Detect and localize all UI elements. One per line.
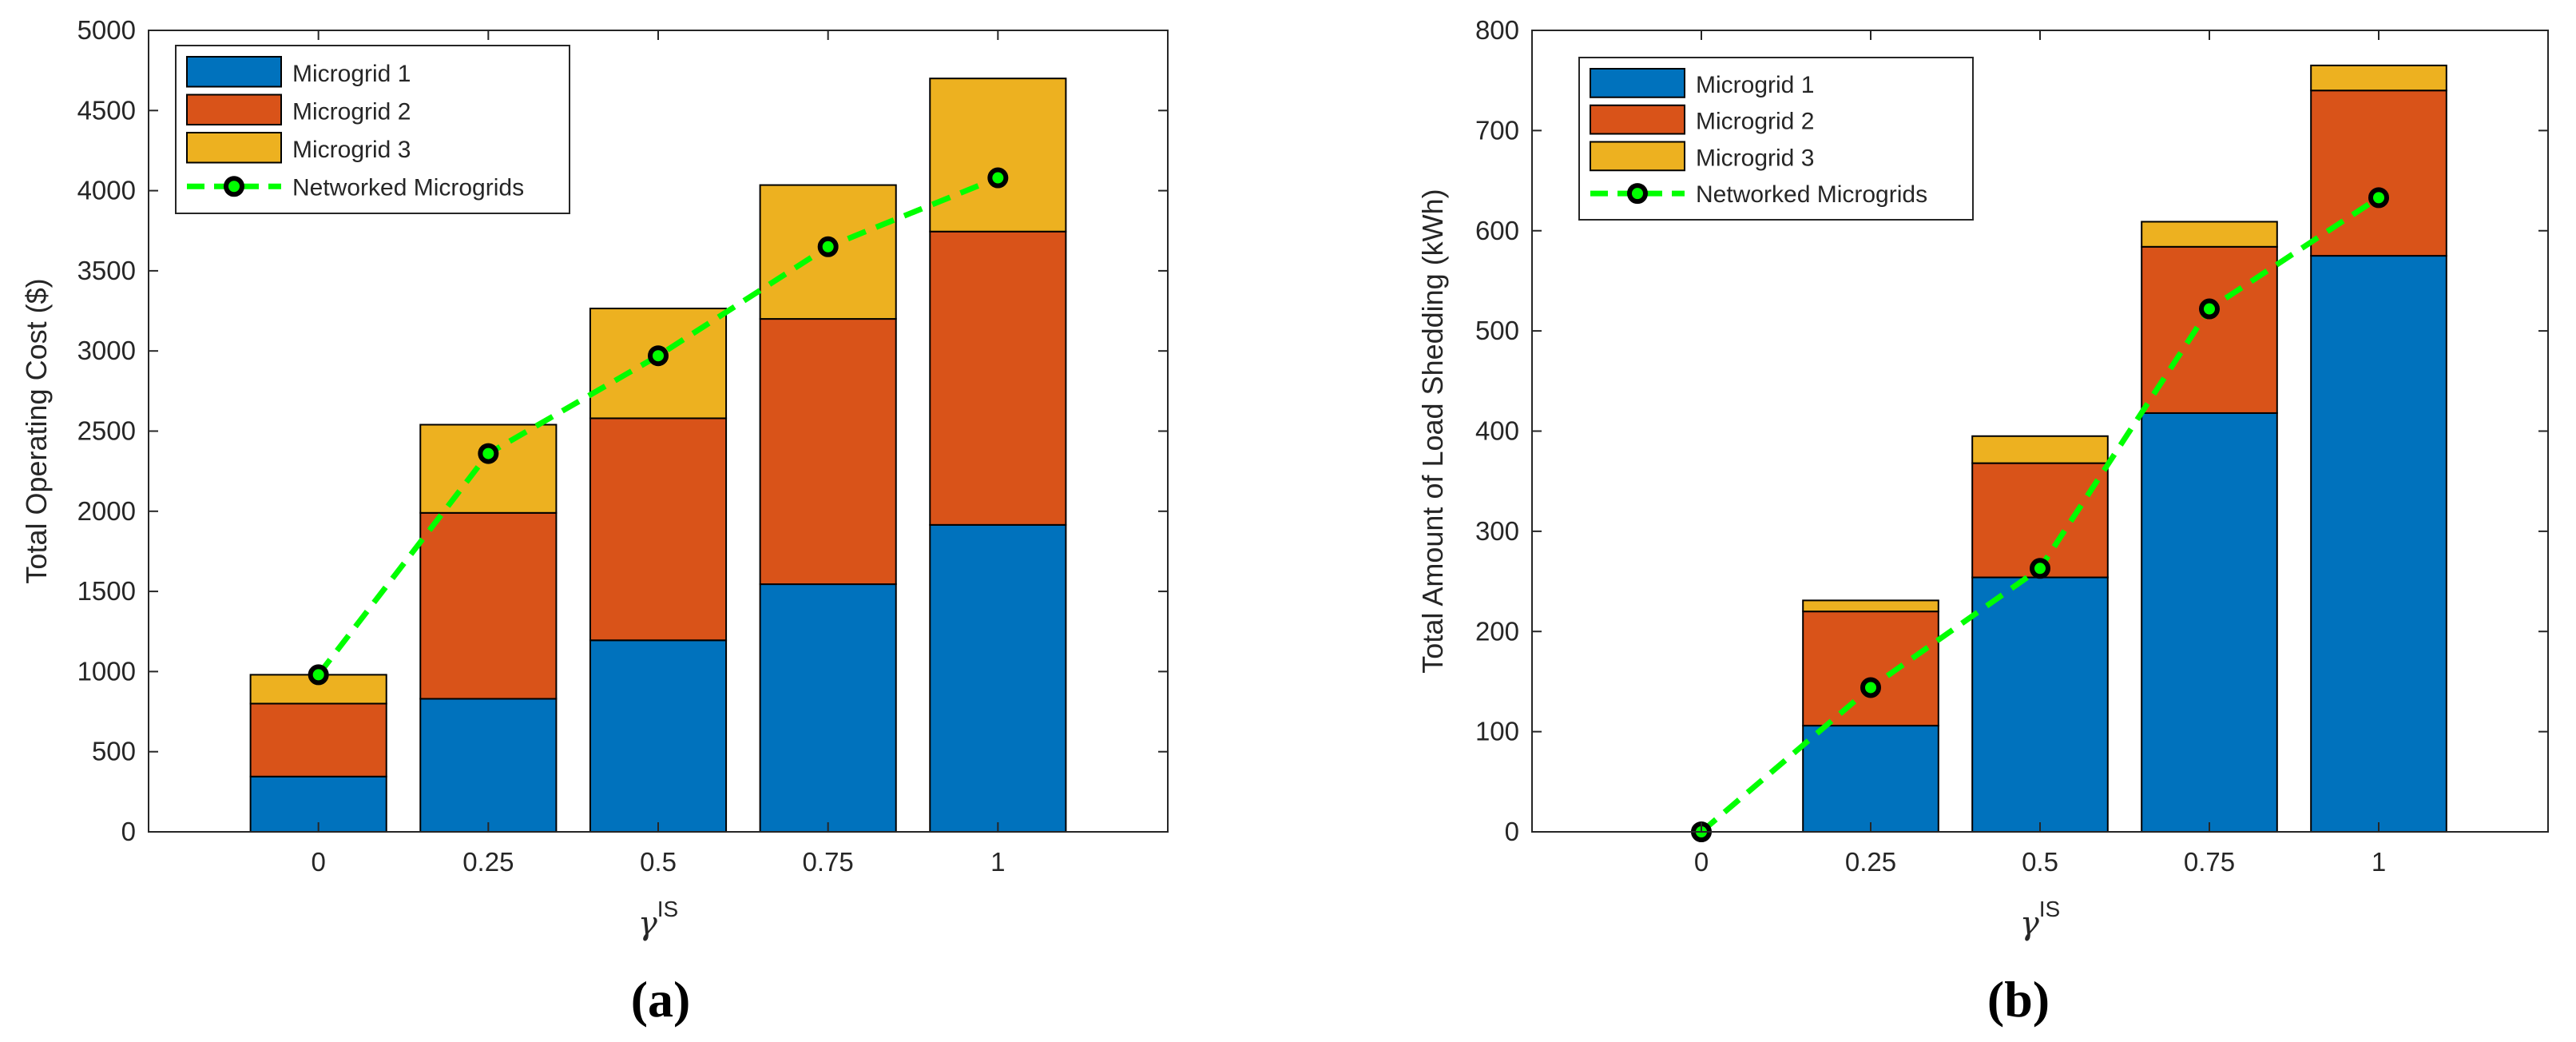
chart2-legend-swatch-1: [1590, 68, 1685, 98]
chart1-networked-point-1: [308, 664, 329, 686]
chart1-ytick-label-2: 1000: [77, 656, 136, 686]
chart2-legend-label-2: Microgrid 2: [1696, 109, 1814, 135]
chart2-caption: (b): [1987, 971, 2050, 1028]
chart2-bar-3-cat-4: [2141, 221, 2278, 248]
chart1-ylabel: Total Operating Cost ($): [20, 278, 53, 583]
chart1-xtick-label-3: 0.75: [803, 847, 854, 877]
chart2-ylabel: Total Amount of Load Shedding (kWh): [1416, 189, 1449, 673]
chart1-bar-1-cat-5: [929, 523, 1067, 833]
chart1-networked-point-4: [817, 236, 839, 257]
chart2-xtick-label-4: 1: [2372, 847, 2386, 877]
chart1-ytick-label-3: 1500: [77, 576, 136, 606]
chart2-legend-label-3: Microgrid 3: [1696, 145, 1814, 171]
chart2-networked-point-5: [2368, 187, 2389, 209]
chart1-networked-point-5: [987, 167, 1009, 189]
chart1-legend-label-1: Microgrid 1: [292, 61, 411, 87]
chart2-bar-3-cat-5: [2310, 64, 2447, 92]
chart2-networked-point-2: [1860, 677, 1881, 698]
chart1-ytick-label-4: 2000: [77, 496, 136, 526]
chart1-bar-2-cat-4: [759, 318, 897, 586]
chart2-legend-swatch-2: [1590, 104, 1685, 135]
chart2-legend-marker: [1627, 183, 1648, 205]
chart1-ytick-label-0: 0: [121, 817, 136, 846]
chart2-ytick-label-8: 800: [1475, 15, 1519, 45]
chart-panel-b: 0 100 200 300 400 500 600 700 800 0 0.25 0.5 0.75 1 γI…: [1416, 15, 2549, 1028]
chart2-bar-2-cat-2: [1802, 610, 1939, 727]
chart1-ytick-label-9: 4500: [77, 95, 136, 125]
chart2-ytick-label-7: 700: [1475, 115, 1519, 145]
chart2-legend: Microgrid 1 Microgrid 2 Microgrid 3 Network…: [1578, 57, 1974, 221]
chart2-bar-3-cat-3: [1971, 435, 2109, 464]
chart1-networked-point-3: [648, 345, 669, 367]
chart1-legend-label-3: Microgrid 3: [292, 137, 411, 163]
chart1-xtick-label-0: 0: [311, 847, 325, 877]
chart2-bar-1-cat-4: [2141, 412, 2278, 833]
chart2-bar-1-cat-5: [2310, 255, 2447, 833]
chart2-ytick-label-2: 200: [1475, 616, 1519, 646]
chart1-bar-2-cat-1: [249, 702, 387, 778]
chart1-legend-label-2: Microgrid 2: [292, 98, 411, 125]
chart1-ytick-label-8: 4000: [77, 176, 136, 205]
chart1-legend-swatch-1: [186, 56, 282, 88]
chart2-xtick-label-2: 0.5: [2022, 847, 2058, 877]
chart1-bar-3-cat-5: [929, 78, 1067, 233]
chart2-bar-1-cat-2: [1802, 725, 1939, 833]
chart1-bar-2-cat-5: [929, 230, 1067, 526]
chart1-xtick-label-2: 0.5: [640, 847, 677, 877]
chart1-ytick-label-5: 2500: [77, 416, 136, 446]
chart1-xtick-label-4: 1: [990, 847, 1005, 877]
chart1-networked-line: [316, 175, 999, 677]
chart2-legend-label-1: Microgrid 1: [1696, 72, 1814, 98]
chart1-caption: (a): [631, 971, 691, 1028]
chart1-legend-marker: [224, 176, 244, 197]
chart2-bar-1-cat-3: [1971, 576, 2109, 833]
chart1-ytick-label-7: 3500: [77, 256, 136, 285]
chart1-legend-label-4: Networked Microgrids: [292, 174, 524, 201]
chart1-legend-swatch-3: [186, 132, 282, 164]
chart2-networked-point-3: [2030, 558, 2050, 579]
chart1-ytick-label-10: 5000: [77, 15, 136, 45]
chart2-xtick-label-1: 0.25: [1845, 847, 1896, 877]
chart1-bar-1-cat-3: [589, 639, 728, 833]
chart1-ytick-label-1: 500: [92, 737, 136, 766]
chart2-ytick-label-1: 100: [1475, 717, 1519, 746]
chart2-ytick-label-4: 400: [1475, 416, 1519, 446]
chart2-ytick-label-0: 0: [1505, 817, 1519, 846]
chart1-legend: Microgrid 1 Microgrid 2 Microgrid 3 Network…: [175, 45, 570, 214]
chart2-ytick-label-3: 300: [1475, 516, 1519, 546]
chart1-bar-1-cat-2: [419, 698, 558, 833]
chart2-bar-3-cat-2: [1802, 599, 1939, 613]
chart-panel-a: 0 500 1000 1500 2000 2500 3000 3500 4000 4500 5000…: [20, 15, 1169, 1028]
chart2-xtick-label-0: 0: [1694, 847, 1709, 877]
chart2-ytick-label-5: 500: [1475, 316, 1519, 345]
chart1-ytick-label-6: 3000: [77, 336, 136, 365]
chart1-xlabel: γIS: [638, 897, 678, 942]
chart2-legend-label-4: Networked Microgrids: [1696, 181, 1927, 208]
chart1-bar-2-cat-2: [419, 511, 558, 700]
chart1-xtick-label-1: 0.25: [462, 847, 514, 877]
chart2-bar-2-cat-4: [2141, 245, 2278, 414]
chart2-ytick-label-6: 600: [1475, 216, 1519, 245]
chart1-bar-3-cat-2: [419, 424, 558, 514]
chart1-bar-1-cat-4: [759, 583, 897, 833]
chart1-legend-swatch-2: [186, 93, 282, 125]
chart2-xlabel: γIS: [2020, 897, 2060, 942]
chart2-networked-point-4: [2199, 298, 2220, 320]
chart1-networked-point-2: [478, 443, 499, 464]
chart2-xtick-label-3: 0.75: [2184, 847, 2235, 877]
chart2-legend-swatch-3: [1590, 141, 1685, 172]
chart1-bar-2-cat-3: [589, 417, 728, 642]
